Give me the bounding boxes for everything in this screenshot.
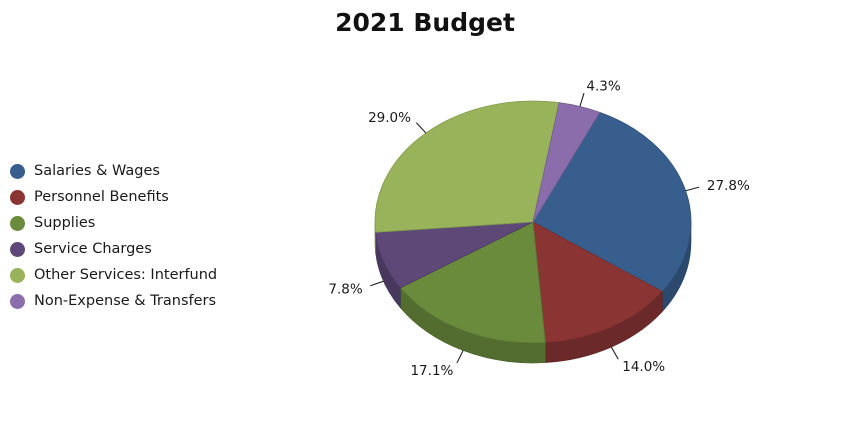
leader-line-personnel-benefits (610, 346, 619, 360)
data-label-non-expense: 4.3% (586, 78, 620, 94)
pie-slice-supplies (399, 221, 546, 344)
data-label-salaries: 27.8% (707, 178, 750, 194)
legend-swatch-non-expense (10, 293, 25, 309)
legend-item-supplies: Supplies (10, 210, 217, 236)
data-label-supplies: 17.1% (410, 363, 453, 379)
legend-swatch-salaries (10, 163, 25, 179)
legend-label-supplies: Supplies (34, 215, 96, 231)
legend-item-non-expense: Non-Expense & Transfers (10, 288, 217, 314)
chart-title: 2021 Budget (335, 8, 515, 37)
leader-line-non-expense (579, 92, 585, 107)
legend-swatch-other-services (10, 267, 25, 283)
legend-label-other-services: Other Services: Interfund (34, 267, 218, 283)
data-label-personnel-benefits: 14.0% (622, 359, 665, 375)
leader-line-other-services (415, 122, 427, 134)
chart-legend: Salaries & Wages Personnel Benefits Supp… (10, 158, 217, 314)
data-label-other-services: 29.0% (368, 110, 411, 126)
legend-label-salaries: Salaries & Wages (34, 163, 160, 179)
legend-swatch-supplies (10, 215, 25, 231)
pie-slice-personnel-benefits (532, 221, 663, 344)
legend-item-service-charges: Service Charges (10, 236, 217, 262)
legend-item-other-services: Other Services: Interfund (10, 262, 217, 288)
pie-slice-salaries (532, 111, 692, 293)
data-label-service-charges: 7.8% (328, 281, 362, 297)
legend-item-salaries: Salaries & Wages (10, 158, 217, 184)
legend-swatch-service-charges (10, 241, 25, 257)
leader-line-salaries (685, 186, 700, 192)
legend-label-service-charges: Service Charges (34, 241, 152, 257)
legend-swatch-personnel-benefits (10, 189, 25, 205)
legend-item-personnel-benefits: Personnel Benefits (10, 184, 217, 210)
pie-slice-non-expense (532, 102, 601, 223)
leader-line-service-charges (370, 280, 384, 287)
leader-line-supplies (456, 350, 464, 364)
legend-label-non-expense: Non-Expense & Transfers (34, 293, 217, 309)
legend-label-personnel-benefits: Personnel Benefits (34, 189, 169, 205)
